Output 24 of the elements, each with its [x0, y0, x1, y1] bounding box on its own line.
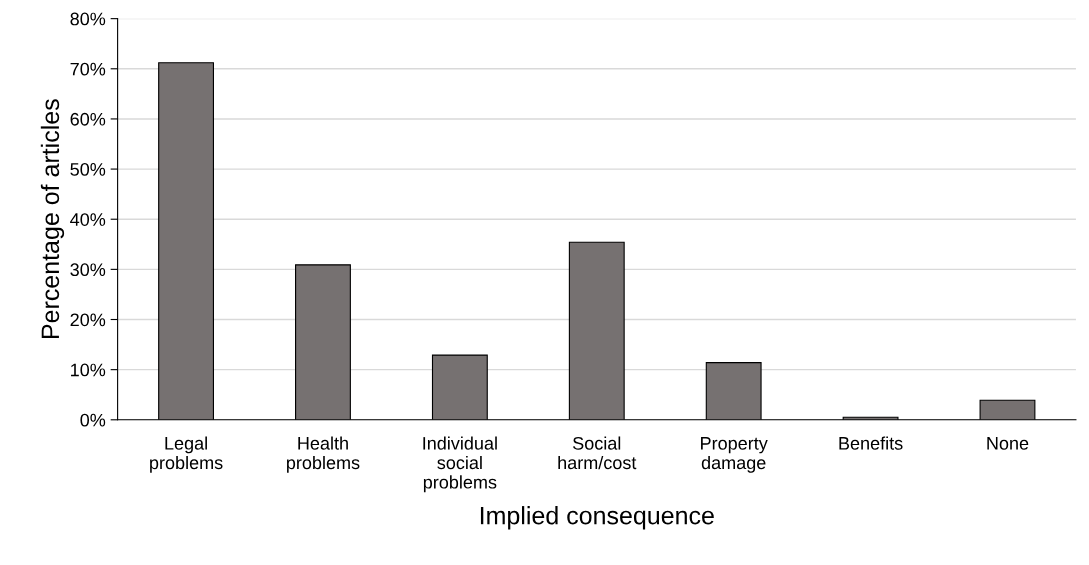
y-tick-label: 30%: [70, 263, 106, 277]
y-axis-title: Percentage of articles: [40, 99, 65, 339]
y-tick-label: 70%: [70, 62, 106, 76]
y-tick-label: 50%: [70, 163, 106, 176]
x-tick-label: None: [987, 437, 1029, 450]
x-tick-label: Property damage: [701, 437, 768, 473]
x-tick-label: Benefits: [839, 436, 903, 450]
bar: [431, 354, 488, 420]
x-tick-label: Health problems: [287, 436, 360, 473]
x-tick-label: Individual social problems: [423, 436, 497, 493]
bar: [979, 399, 1036, 420]
y-tick-label: 60%: [70, 112, 106, 126]
y-tick-label: 10%: [71, 363, 106, 377]
x-axis-title: Implied consequence: [480, 506, 714, 530]
y-tick-label: 0%: [80, 413, 106, 427]
x-tick-label: Legal problems: [150, 436, 223, 473]
bar: [295, 264, 351, 420]
bar: [568, 241, 625, 420]
x-tick-label: Social harm/cost: [558, 436, 637, 470]
bar: [705, 362, 762, 420]
y-tick-label: 40%: [70, 213, 106, 226]
y-tick-label: 80%: [70, 12, 106, 26]
y-tick-label: 20%: [70, 313, 106, 327]
bar: [158, 62, 214, 420]
